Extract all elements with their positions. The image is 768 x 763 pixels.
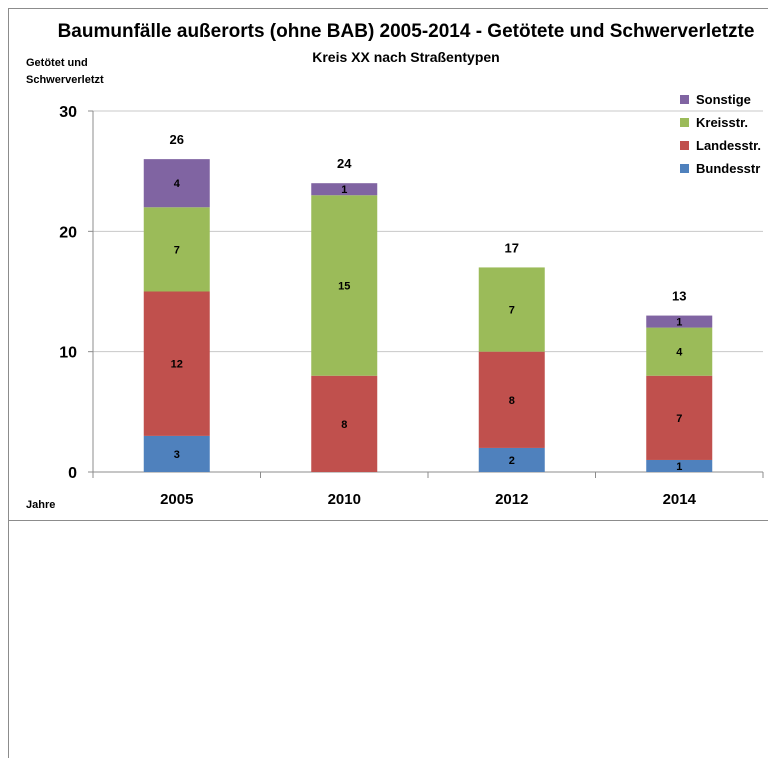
bar-value-label: 1 xyxy=(341,184,347,196)
bar-total-label: 17 xyxy=(505,240,519,255)
bar-value-label: 1 xyxy=(676,461,682,473)
bar-value-label: 7 xyxy=(676,413,682,425)
y-tick-label: 30 xyxy=(59,104,77,121)
y-axis-label-line2: Schwerverletzt xyxy=(26,74,104,86)
x-tick-label: 2014 xyxy=(663,491,697,508)
y-axis-label-line1: Getötet und xyxy=(26,57,88,69)
bar-value-label: 8 xyxy=(341,419,347,431)
chart-subtitle: Kreis XX nach Straßentypen xyxy=(312,49,500,65)
x-axis-label: Jahre xyxy=(26,499,55,511)
bar-value-label: 4 xyxy=(676,347,683,359)
y-tick-label: 0 xyxy=(68,465,77,482)
bar-value-label: 8 xyxy=(509,395,515,407)
y-tick-label: 20 xyxy=(59,224,77,241)
bar-total-label: 26 xyxy=(170,132,184,147)
bar-value-label: 4 xyxy=(174,178,181,190)
bar-value-label: 7 xyxy=(509,305,515,317)
x-tick-label: 2005 xyxy=(160,491,193,508)
legend-swatch xyxy=(680,118,689,127)
bar-value-label: 3 xyxy=(174,449,180,461)
bar-value-label: 15 xyxy=(338,280,350,292)
y-tick-label: 10 xyxy=(59,345,77,362)
legend-label: Bundesstr xyxy=(696,161,760,176)
chart-title: Baumunfälle außerorts (ohne BAB) 2005-20… xyxy=(58,21,755,42)
legend-label: Kreisstr. xyxy=(696,115,748,130)
bar-total-label: 24 xyxy=(337,156,352,171)
bar-value-label: 7 xyxy=(174,244,180,256)
x-tick-label: 2012 xyxy=(495,491,528,508)
legend-swatch xyxy=(680,95,689,104)
bar-value-label: 12 xyxy=(171,359,183,371)
legend-swatch xyxy=(680,164,689,173)
bar-value-label: 1 xyxy=(676,317,682,329)
legend-label: Landesstr. xyxy=(696,138,761,153)
bar-value-label: 2 xyxy=(509,455,515,467)
legend-label: Sonstige xyxy=(696,92,751,107)
bar-total-label: 13 xyxy=(672,289,686,304)
x-tick-label: 2010 xyxy=(328,491,361,508)
legend-swatch xyxy=(680,141,689,150)
